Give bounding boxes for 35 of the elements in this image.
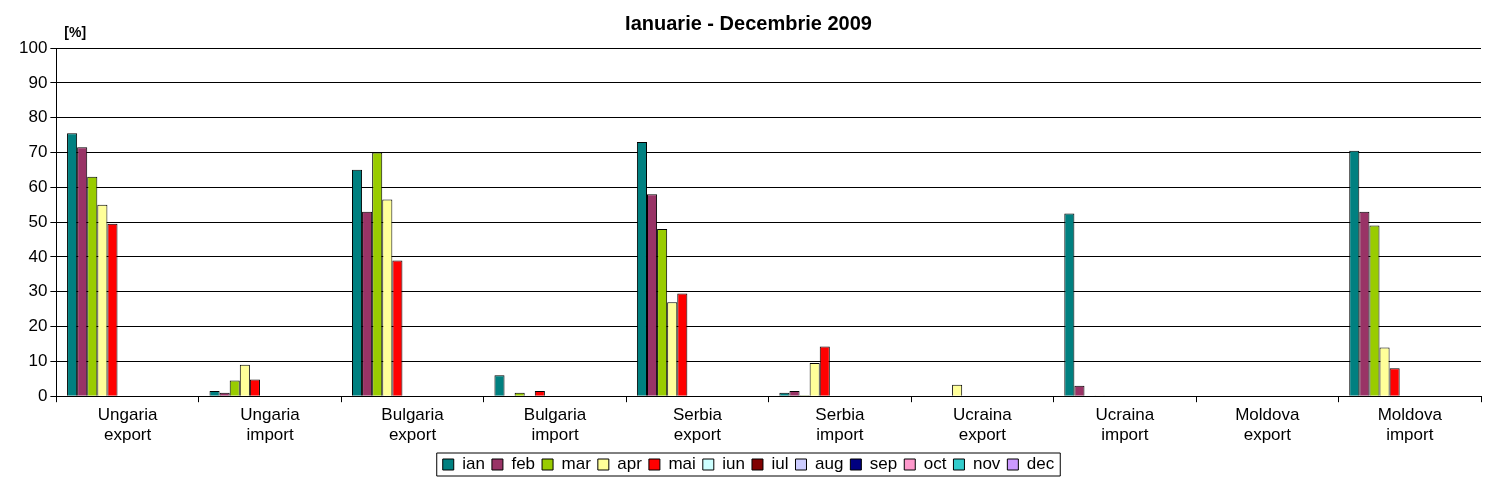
x-tick-label: Serbia import	[815, 405, 866, 445]
y-tick-label: 0	[37, 385, 48, 405]
x-tick-label: Ungaria import	[240, 405, 301, 445]
legend-label: dec	[1026, 454, 1055, 474]
legend-label: sep	[869, 454, 898, 474]
y-tick-label: 60	[28, 176, 48, 196]
y-tick-label: 20	[28, 316, 48, 336]
y-tick-label: 90	[28, 72, 48, 92]
legend-label: iun	[722, 454, 745, 474]
y-tick-label: 50	[28, 211, 48, 231]
legend-label: feb	[511, 454, 536, 474]
y-axis-title: [%]	[64, 23, 87, 40]
y-tick-label: 10	[28, 351, 48, 371]
legend-label: nov	[972, 454, 1001, 474]
x-tick-label: Moldova import	[1377, 405, 1443, 445]
y-tick-label: 70	[28, 142, 48, 162]
legend-label: aug	[814, 454, 844, 474]
x-tick-label: Ucraina import	[1095, 405, 1155, 445]
legend-label: mar	[561, 454, 592, 474]
legend-label: apr	[617, 454, 643, 474]
y-tick-label: 40	[28, 246, 48, 266]
legend-label: ian	[462, 454, 485, 474]
legend-label: mai	[668, 454, 696, 474]
x-tick-label: Bulgaria import	[523, 405, 587, 445]
legend-label: iul	[771, 454, 789, 474]
chart-title: Ianuarie - Decembrie 2009	[625, 11, 872, 34]
legend-label: oct	[923, 454, 947, 474]
y-tick-label: 100	[18, 37, 48, 57]
y-tick-label: 80	[28, 107, 48, 127]
x-tick-label: Ucraina export	[953, 405, 1013, 445]
x-tick-label: Moldova export	[1235, 405, 1300, 445]
x-tick-label: Bulgaria export	[381, 405, 445, 445]
x-tick-label: Serbia export	[672, 405, 723, 445]
y-tick-label: 30	[28, 281, 48, 301]
x-tick-label: Ungaria export	[97, 405, 158, 445]
